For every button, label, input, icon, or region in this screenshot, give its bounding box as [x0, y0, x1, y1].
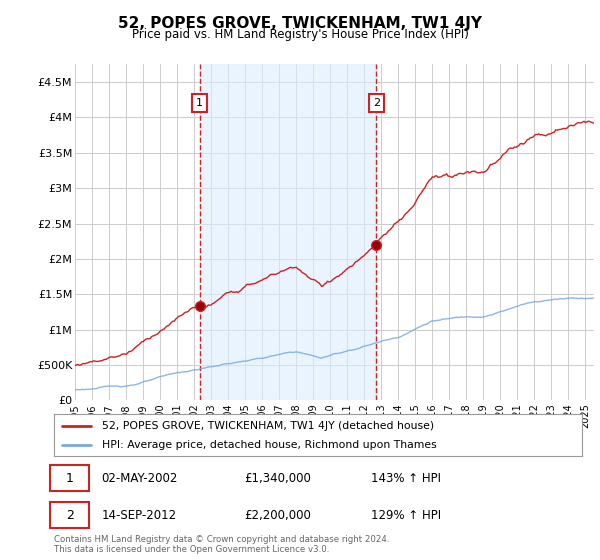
Text: 52, POPES GROVE, TWICKENHAM, TW1 4JY: 52, POPES GROVE, TWICKENHAM, TW1 4JY [118, 16, 482, 31]
Text: £1,340,000: £1,340,000 [244, 472, 311, 485]
Text: 1: 1 [65, 472, 74, 485]
Text: 2: 2 [373, 99, 380, 108]
Text: 02-MAY-2002: 02-MAY-2002 [101, 472, 178, 485]
Bar [200, 64, 376, 400]
Text: Contains HM Land Registry data © Crown copyright and database right 2024.
This d: Contains HM Land Registry data © Crown c… [54, 535, 389, 554]
Text: 2: 2 [65, 508, 74, 522]
Text: HPI: Average price, detached house, Richmond upon Thames: HPI: Average price, detached house, Rich… [101, 440, 436, 450]
Text: £2,200,000: £2,200,000 [244, 508, 311, 522]
Text: 1: 1 [196, 99, 203, 108]
Text: 129% ↑ HPI: 129% ↑ HPI [371, 508, 441, 522]
Text: 143% ↑ HPI: 143% ↑ HPI [371, 472, 441, 485]
FancyBboxPatch shape [50, 465, 89, 491]
FancyBboxPatch shape [50, 502, 89, 528]
Text: Price paid vs. HM Land Registry's House Price Index (HPI): Price paid vs. HM Land Registry's House … [131, 28, 469, 41]
Text: 52, POPES GROVE, TWICKENHAM, TW1 4JY (detached house): 52, POPES GROVE, TWICKENHAM, TW1 4JY (de… [101, 421, 434, 431]
Text: 14-SEP-2012: 14-SEP-2012 [101, 508, 176, 522]
